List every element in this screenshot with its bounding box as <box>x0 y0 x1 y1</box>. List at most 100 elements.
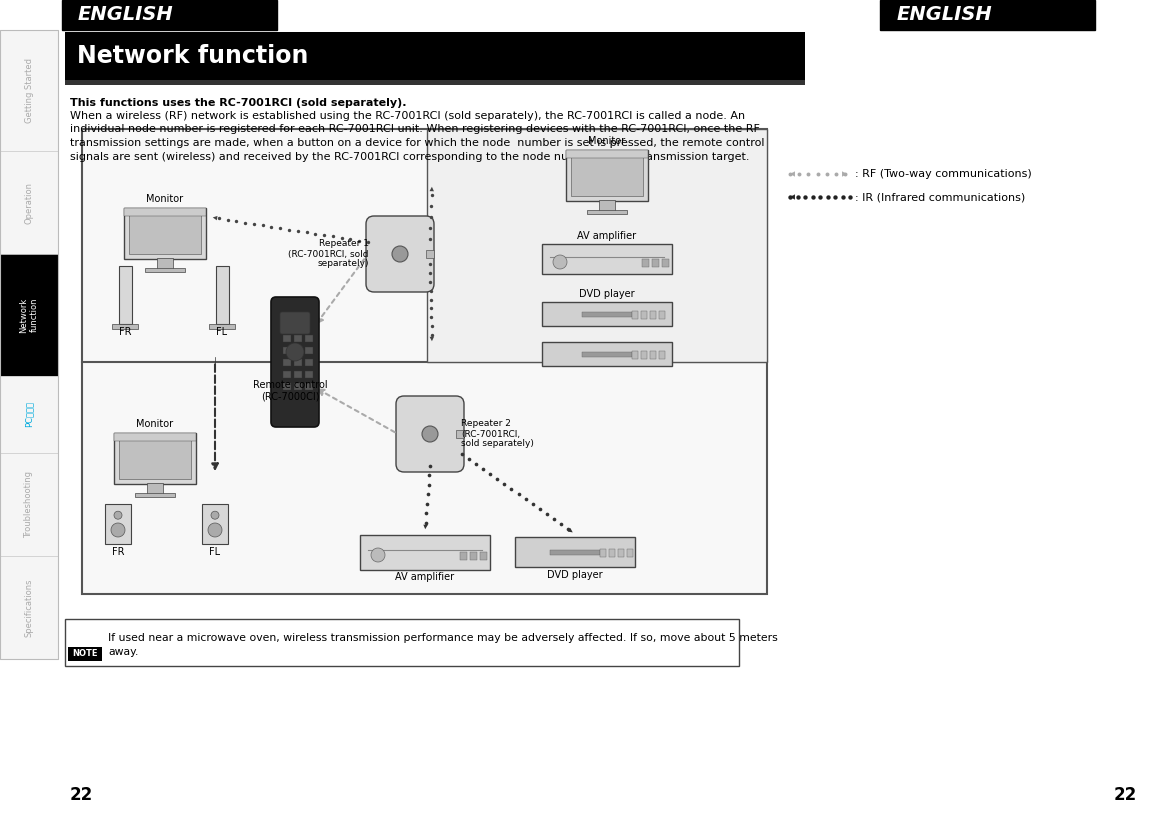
Point <box>502 483 521 496</box>
Point <box>421 257 440 270</box>
Bar <box>145 268 185 272</box>
Point <box>452 448 471 461</box>
Point <box>559 523 577 536</box>
Point <box>538 507 557 520</box>
Bar <box>65 619 739 666</box>
Text: Operation: Operation <box>24 182 34 224</box>
Bar <box>480 552 487 560</box>
Point <box>422 199 441 212</box>
Bar <box>283 359 292 366</box>
Bar <box>627 549 633 557</box>
FancyBboxPatch shape <box>366 216 434 292</box>
Text: : IR (Infrared communications): : IR (Infrared communications) <box>855 192 1025 202</box>
Point <box>809 168 827 181</box>
Point <box>421 233 440 246</box>
Point <box>530 502 548 515</box>
Point <box>781 190 799 204</box>
Point <box>826 190 845 204</box>
Bar <box>880 0 1095 30</box>
Bar <box>62 0 277 30</box>
Point <box>421 293 440 306</box>
Point <box>209 212 228 225</box>
Point <box>474 462 493 475</box>
Point <box>811 190 830 204</box>
Bar <box>65 80 805 85</box>
Bar <box>305 335 314 342</box>
Bar <box>566 151 648 158</box>
Point <box>420 469 439 482</box>
Point <box>271 221 289 234</box>
Point <box>421 284 440 297</box>
Bar <box>215 266 228 324</box>
Point <box>833 190 852 204</box>
Bar <box>115 433 196 484</box>
Text: DVD player: DVD player <box>547 570 603 580</box>
Text: ENGLISH: ENGLISH <box>78 6 174 24</box>
Text: 22: 22 <box>71 786 94 804</box>
Bar <box>0 30 58 151</box>
Point <box>244 217 263 230</box>
Bar <box>65 32 805 80</box>
Point <box>419 479 437 492</box>
Point <box>495 478 514 491</box>
Point <box>552 518 570 531</box>
Circle shape <box>115 511 121 519</box>
Bar <box>582 352 632 357</box>
Point <box>790 168 809 181</box>
Point <box>817 168 835 181</box>
Bar <box>427 129 767 361</box>
Bar <box>124 208 206 259</box>
Bar <box>0 376 58 453</box>
Bar <box>283 347 292 354</box>
Text: PCアプリ: PCアプリ <box>24 401 34 427</box>
Point <box>263 221 281 234</box>
Bar <box>157 258 174 269</box>
Text: : RF (Two-way communications): : RF (Two-way communications) <box>855 169 1032 179</box>
Point <box>341 233 360 246</box>
Text: Monitor: Monitor <box>589 136 626 147</box>
Bar <box>650 351 656 359</box>
Bar <box>0 556 58 659</box>
Bar <box>572 157 643 196</box>
Bar <box>460 552 467 560</box>
Point <box>421 275 440 288</box>
Bar <box>582 312 632 317</box>
Text: away.: away. <box>108 647 139 657</box>
Point <box>422 320 441 333</box>
Text: FL: FL <box>209 547 221 557</box>
Text: Getting Started: Getting Started <box>24 58 34 123</box>
FancyBboxPatch shape <box>396 396 464 472</box>
Point <box>781 168 799 181</box>
Text: Repeater 1: Repeater 1 <box>319 239 369 248</box>
Bar <box>456 430 464 438</box>
Bar <box>659 351 665 359</box>
Text: ENGLISH: ENGLISH <box>897 6 993 24</box>
Bar <box>105 504 131 544</box>
Bar <box>305 383 314 390</box>
Bar <box>294 335 302 342</box>
Point <box>421 459 440 472</box>
Bar <box>550 550 600 555</box>
Text: FR: FR <box>119 327 131 337</box>
Point <box>227 215 245 228</box>
Bar <box>609 549 616 557</box>
Point <box>418 506 436 519</box>
Point <box>796 190 815 204</box>
Text: If used near a microwave oven, wireless transmission performance may be adversel: If used near a microwave oven, wireless … <box>108 633 778 643</box>
Text: Monitor: Monitor <box>147 195 184 204</box>
Bar <box>283 335 292 342</box>
Text: sold separately): sold separately) <box>460 440 533 449</box>
Point <box>421 211 440 224</box>
Point <box>799 168 818 181</box>
Bar <box>294 371 302 378</box>
Bar <box>566 151 648 201</box>
Bar <box>470 552 477 560</box>
Point <box>422 189 441 202</box>
Bar <box>641 311 647 319</box>
Point <box>332 231 351 244</box>
Point <box>219 213 237 226</box>
FancyBboxPatch shape <box>280 312 310 334</box>
Point <box>803 190 821 204</box>
Bar <box>642 259 649 267</box>
Bar <box>541 342 672 366</box>
